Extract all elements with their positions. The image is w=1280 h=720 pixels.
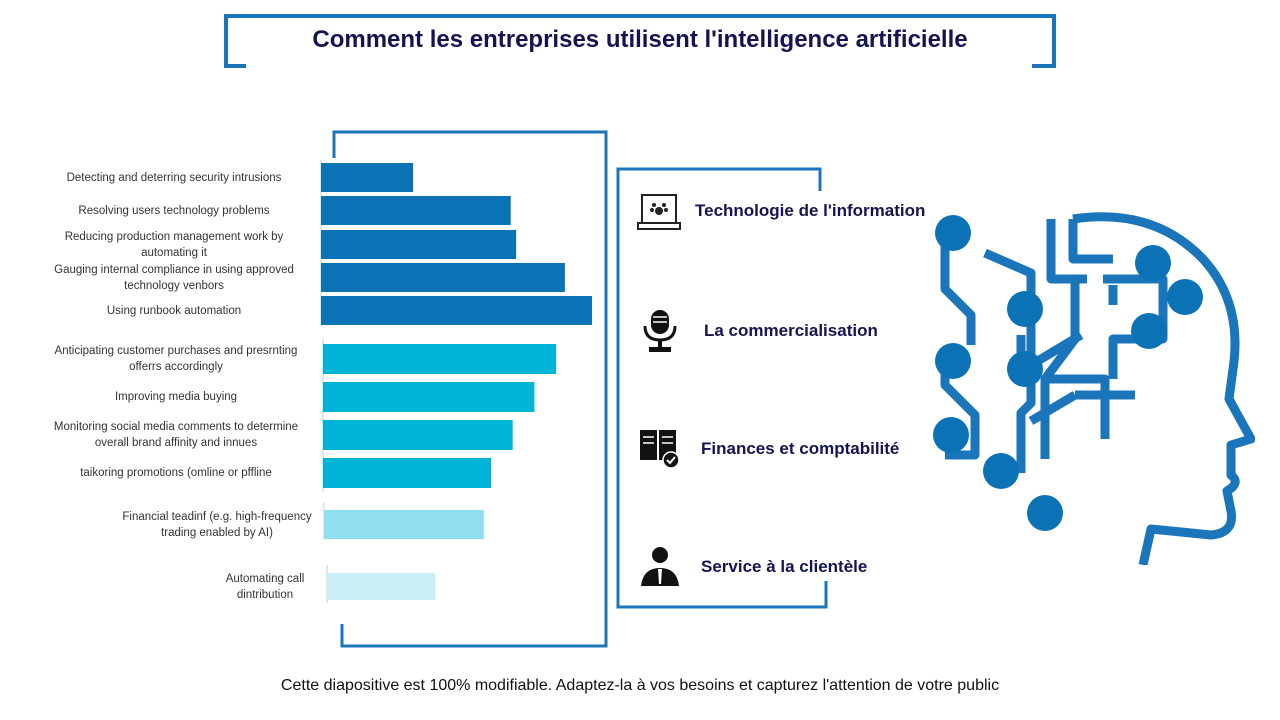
title-frame (224, 14, 1056, 68)
category-label-1: Detecting and deterring security intrusi… (66, 171, 282, 184)
bar-6 (323, 344, 557, 374)
page-title: Comment les entreprises utilisent l'inte… (312, 26, 968, 53)
laptop-icon (637, 194, 681, 230)
bar-11 (327, 573, 436, 600)
bar-1 (321, 163, 414, 192)
bar-8 (323, 420, 513, 450)
category-label-4: Gauging internal compliance in using app… (54, 263, 294, 292)
bar-2 (321, 196, 511, 225)
support-person-icon (641, 547, 679, 586)
category-label-7: Improving media buying (114, 391, 238, 403)
bar-7 (323, 382, 535, 412)
category-label-11: Automating call dintribution (225, 572, 305, 601)
department-label-finance: Finances et comptabilité (701, 439, 900, 458)
category-label-9: taikoring promotions (omline or pffline (80, 467, 272, 479)
microphone-icon (643, 310, 677, 352)
book-check-icon (640, 430, 680, 469)
category-label-2: Resolving users technology problems (78, 204, 270, 217)
departments-frame (616, 167, 828, 609)
department-label-it: Technologie de l'information (695, 201, 926, 220)
category-label-8: Monitoring social media comments to dete… (53, 421, 299, 449)
category-label-3: Reducing production management work by a… (64, 230, 284, 259)
department-label-marketing: La commercialisation (704, 321, 878, 340)
bar-10 (324, 510, 484, 539)
bar-4 (321, 263, 565, 292)
footer-caption: Cette diapositive est 100% modifiable. A… (280, 677, 1000, 694)
ai-head-circuit-illustration (933, 212, 1255, 565)
category-label-6: Anticipating customer purchases and pres… (54, 345, 298, 373)
bar-3 (321, 230, 517, 259)
category-label-10: Financial teadinf (e.g. high-frequency t… (122, 510, 312, 539)
department-label-customer-service: Service à la clientèle (701, 557, 868, 576)
bar-5 (321, 296, 592, 325)
bar-9 (323, 458, 492, 488)
category-label-5: Using runbook automation (106, 304, 242, 317)
